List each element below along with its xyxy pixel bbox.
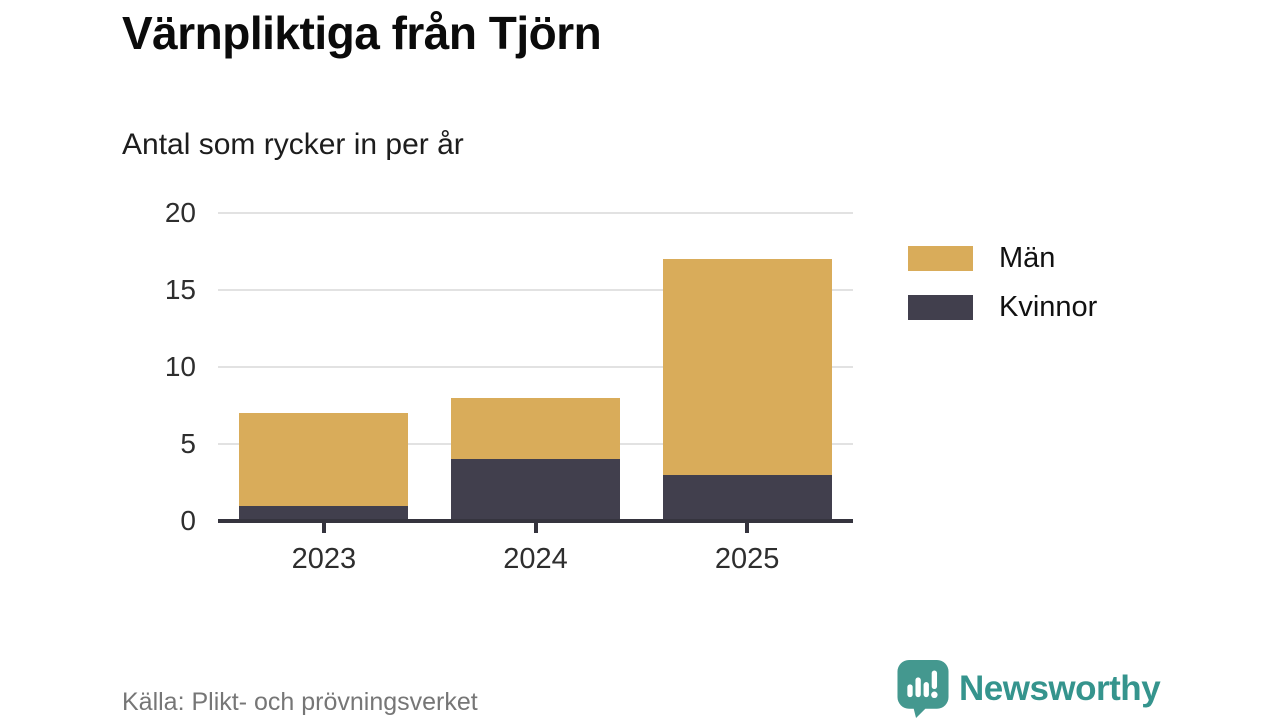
legend-label-man: Män [999, 242, 1056, 274]
source-attribution: Källa: Plikt- och prövningsverket [122, 688, 478, 716]
legend-swatch-kvinnor [908, 295, 973, 320]
y-axis-labels: 0 5 10 15 20 [100, 199, 196, 535]
newsworthy-wordmark: Newsworthy [959, 669, 1161, 708]
legend-label-kvinnor: Kvinnor [999, 291, 1098, 323]
x-tick-2024 [533, 523, 538, 533]
gridline-15 [218, 289, 853, 291]
gridline-10 [218, 366, 853, 368]
x-tick-label-2025: 2025 [714, 543, 780, 575]
bar-2025 [662, 259, 832, 521]
bar-segment-2025-kvinnor [662, 474, 832, 521]
bar-segment-2025-män [662, 259, 832, 475]
y-tick-label-5: 5 [180, 428, 196, 459]
bar-2024 [451, 397, 620, 521]
bar-2023 [239, 413, 409, 521]
legend: Män Kvinnor [908, 244, 1097, 342]
plot-area: 2023 2024 2025 [218, 212, 853, 575]
y-tick-label-10: 10 [164, 351, 196, 382]
bar-segment-2024-män [451, 397, 620, 460]
chart-title: Värnpliktiga från Tjörn [122, 7, 602, 59]
x-tick-label-2023: 2023 [291, 543, 357, 575]
newsworthy-logo-icon [897, 660, 949, 718]
x-tick-label-2024: 2024 [503, 543, 568, 575]
legend-swatch-man [908, 246, 973, 271]
x-axis-line [218, 519, 853, 523]
y-tick-label-20: 20 [164, 197, 196, 228]
chart-subtitle: Antal som rycker in per år [122, 128, 464, 161]
x-tick-2023 [321, 523, 326, 533]
bar-segment-2024-kvinnor [451, 459, 620, 521]
y-tick-label-0: 0 [180, 505, 196, 536]
bar-segment-2023-män [239, 413, 409, 506]
gridline-20 [218, 212, 853, 214]
newsworthy-brand-link[interactable]: Newsworthy [897, 660, 1161, 718]
bar-segment-2023-kvinnor [239, 505, 409, 521]
legend-item-man: Män [908, 244, 1097, 273]
y-tick-label-15: 15 [164, 274, 196, 305]
x-tick-2025 [745, 523, 750, 533]
legend-item-kvinnor: Kvinnor [908, 293, 1097, 322]
